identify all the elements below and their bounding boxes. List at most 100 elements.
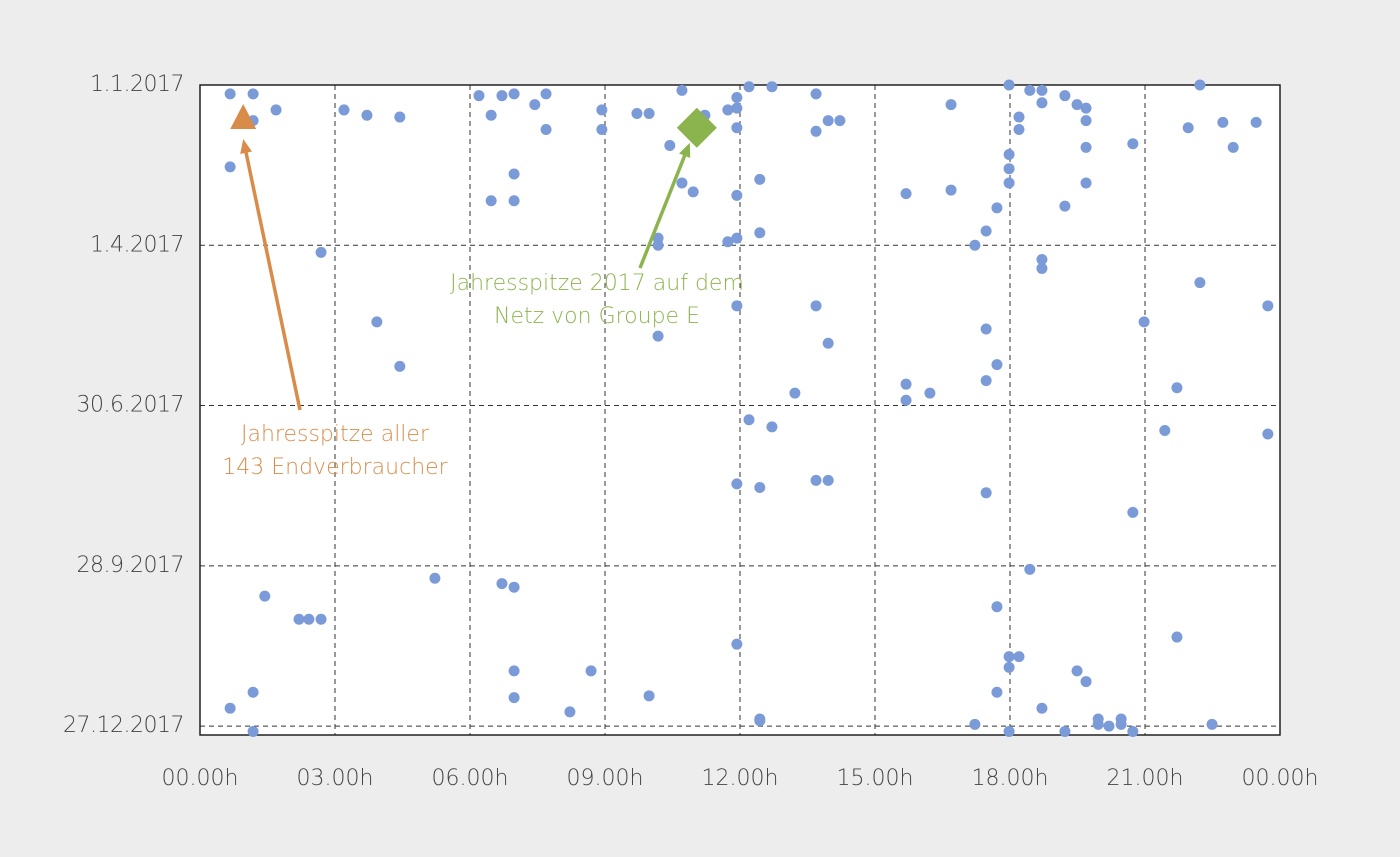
y-tick-label: 28.9.2017	[77, 553, 184, 578]
x-tick-label: 00.00h	[162, 766, 239, 791]
point	[529, 99, 541, 111]
arrow-head	[240, 139, 252, 154]
point	[1003, 79, 1015, 91]
point	[394, 360, 406, 372]
point	[810, 474, 822, 486]
point	[1059, 200, 1071, 212]
point	[1080, 141, 1092, 153]
point	[980, 375, 992, 387]
point	[900, 188, 912, 200]
point	[1127, 506, 1139, 518]
point	[1036, 84, 1048, 96]
y-tick-label: 30.6.2017	[77, 393, 184, 418]
point	[1003, 148, 1015, 160]
point	[1003, 651, 1015, 663]
point	[1250, 116, 1262, 128]
point	[1080, 115, 1092, 127]
point	[1003, 725, 1015, 737]
point	[1194, 79, 1206, 91]
point	[1127, 138, 1139, 150]
point	[1059, 90, 1071, 102]
point	[1217, 116, 1229, 128]
peak-marker	[676, 107, 717, 148]
point	[643, 107, 655, 119]
point	[731, 232, 743, 244]
point	[1138, 316, 1150, 328]
x-tick-label: 09.00h	[567, 766, 644, 791]
point	[485, 109, 497, 121]
point	[810, 300, 822, 312]
point	[1013, 651, 1025, 663]
point	[900, 378, 912, 390]
point	[247, 686, 259, 698]
point	[508, 692, 520, 704]
point	[429, 572, 441, 584]
point	[766, 81, 778, 93]
point	[224, 161, 236, 173]
point	[945, 99, 957, 111]
point	[980, 225, 992, 237]
point	[676, 84, 688, 96]
point	[754, 173, 766, 185]
point	[1103, 720, 1115, 732]
point	[1206, 718, 1218, 730]
point	[1024, 84, 1036, 96]
point	[394, 111, 406, 123]
x-tick-label: 03.00h	[297, 766, 374, 791]
point	[731, 478, 743, 490]
arrow-head	[679, 142, 691, 158]
point	[743, 414, 755, 426]
point	[1127, 725, 1139, 737]
point	[1024, 563, 1036, 575]
point	[315, 613, 327, 625]
point	[822, 337, 834, 349]
point	[980, 487, 992, 499]
point	[247, 88, 259, 100]
point	[508, 168, 520, 180]
point	[1159, 424, 1171, 436]
point	[540, 88, 552, 100]
point	[224, 88, 236, 100]
point	[496, 578, 508, 590]
point	[361, 109, 373, 121]
point	[731, 189, 743, 201]
point	[822, 115, 834, 127]
point	[508, 88, 520, 100]
point	[731, 300, 743, 312]
x-tick-label: 06.00h	[432, 766, 509, 791]
point	[1115, 718, 1127, 730]
point	[596, 124, 608, 136]
point	[596, 104, 608, 116]
point	[508, 581, 520, 593]
point	[722, 236, 734, 248]
point	[270, 104, 282, 116]
point	[259, 590, 271, 602]
point	[676, 177, 688, 189]
point	[1092, 718, 1104, 730]
peak-marker	[230, 104, 257, 130]
point	[945, 184, 957, 196]
point	[900, 394, 912, 406]
point	[731, 122, 743, 134]
point	[924, 387, 936, 399]
point	[338, 104, 350, 116]
x-tick-label: 12.00h	[702, 766, 779, 791]
point	[540, 124, 552, 136]
point	[1182, 122, 1194, 134]
arrow-shaft	[638, 152, 688, 269]
annotation-text: 143 Endverbraucher	[222, 455, 448, 480]
point	[1036, 262, 1048, 274]
annotation-text: Jahresspitze aller	[241, 422, 430, 447]
y-tick-label: 27.12.2017	[63, 713, 184, 738]
point	[1059, 725, 1071, 737]
point	[722, 104, 734, 116]
point	[991, 202, 1003, 214]
point	[754, 481, 766, 493]
point	[969, 718, 981, 730]
point	[687, 186, 699, 198]
point	[652, 239, 664, 251]
point	[664, 140, 676, 152]
x-tick-label: 00.00h	[1242, 766, 1319, 791]
point	[731, 102, 743, 114]
